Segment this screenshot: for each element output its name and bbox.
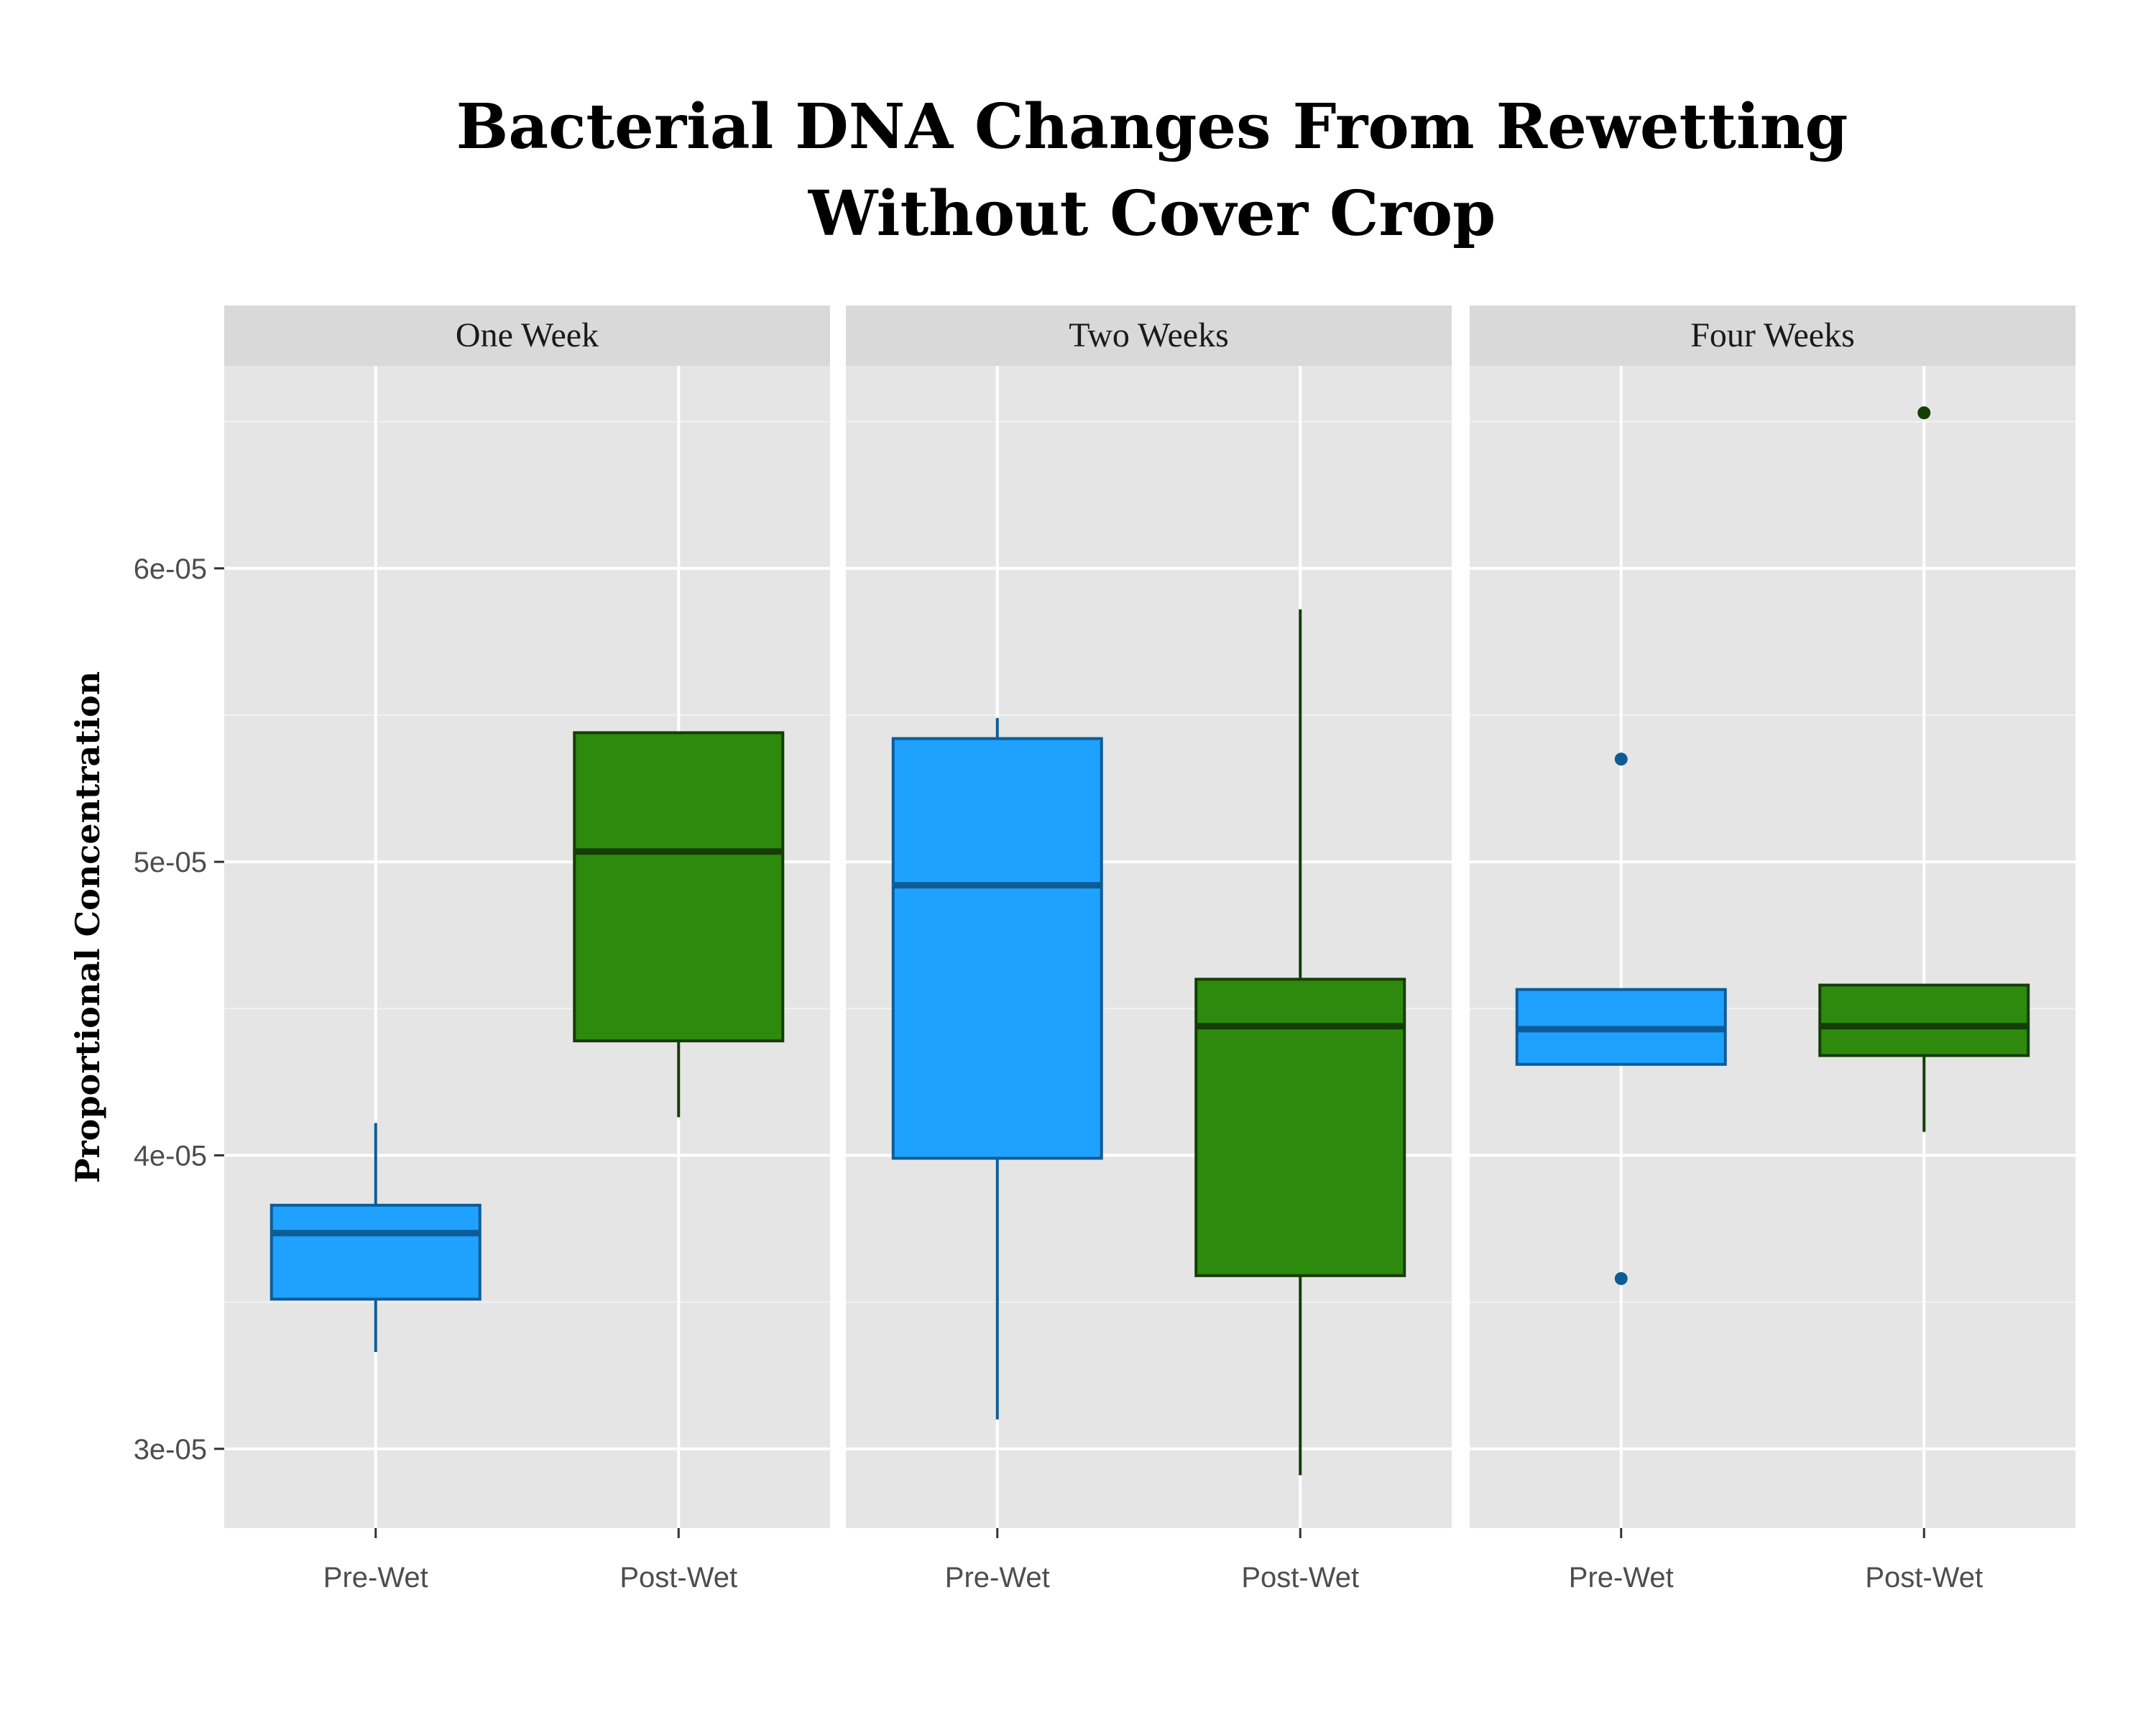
outlier-point [1614, 1271, 1628, 1285]
facet-strip [1470, 305, 2076, 366]
facet-strip-label: Four Weeks [1690, 316, 1855, 354]
facet-panel-2: Two Weeks Pre-Wet Post-Wet [846, 305, 1452, 1593]
y-tick-label: 4e-05 [134, 1140, 207, 1172]
facet-panel-1: One Week Pre-Wet Post-Wet [224, 305, 830, 1593]
panel-background [1470, 366, 2076, 1528]
chart-title-line-2: Without Cover Crop [808, 178, 1496, 250]
facet-strip-label: One Week [456, 316, 599, 354]
box-post-wet [1194, 609, 1406, 1476]
x-tick-label: Post-Wet [1241, 1562, 1359, 1593]
box-post-wet [573, 731, 785, 1118]
outlier-point [1614, 753, 1628, 766]
x-tick-label: Pre-Wet [323, 1562, 428, 1593]
y-axis-label: Proportional Concentration [68, 671, 107, 1183]
box-pre-wet [891, 718, 1103, 1420]
y-axis: 3e-05 4e-05 5e-05 6e-05 [134, 553, 224, 1466]
box-pre-wet [270, 1123, 482, 1352]
y-tick-label: 6e-05 [134, 553, 207, 585]
outlier-point [1917, 406, 1931, 420]
x-tick-label: Pre-Wet [945, 1562, 1050, 1593]
facet-strip [224, 305, 830, 366]
box-body [573, 731, 785, 1043]
facet-strip [846, 305, 1452, 366]
x-tick-label: Post-Wet [1865, 1562, 1983, 1593]
box-body [270, 1203, 482, 1301]
facet-strip-label: Two Weeks [1069, 316, 1229, 354]
chart-title-line-1: Bacterial DNA Changes From Rewetting [456, 91, 1848, 163]
facet-panel-3: Four Weeks Pre-Wet Post-Wet [1470, 305, 2076, 1593]
y-tick-label: 3e-05 [134, 1434, 207, 1466]
box-post-wet [1818, 406, 2030, 1132]
facet-panels: One Week Pre-Wet Post-Wet Two Weeks Pre-Wet P… [224, 305, 2076, 1593]
y-tick-label: 5e-05 [134, 847, 207, 878]
box-body [1818, 983, 2030, 1057]
box-body [891, 737, 1103, 1160]
box-pre-wet [1515, 753, 1727, 1285]
x-tick-label: Post-Wet [619, 1562, 737, 1593]
x-tick-label: Pre-Wet [1569, 1562, 1674, 1593]
